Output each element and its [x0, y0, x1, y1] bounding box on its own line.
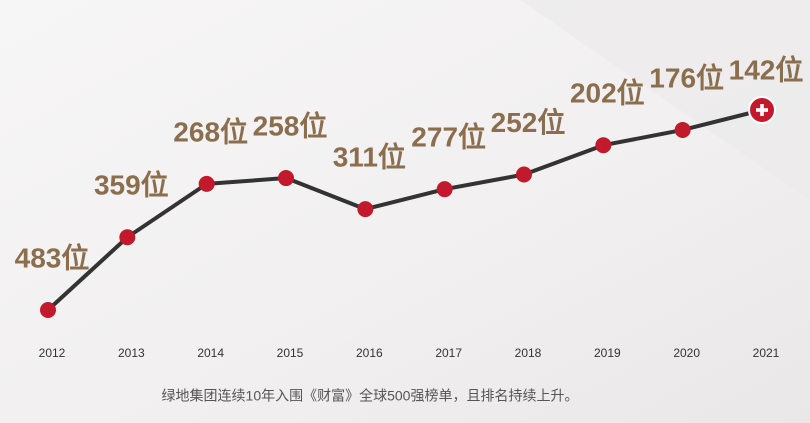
value-label: 142位 [729, 53, 804, 85]
x-tick-label: 2020 [673, 346, 700, 360]
value-label: 277位 [411, 121, 486, 153]
point [278, 170, 294, 187]
point [357, 201, 374, 218]
x-tick-label: 2014 [197, 346, 224, 360]
x-tick-label: 2021 [753, 346, 780, 360]
x-tick-label: 2018 [515, 346, 542, 360]
value-label: 202位 [570, 77, 645, 109]
value-label: 252位 [491, 106, 566, 138]
x-tick-label: 2013 [118, 346, 145, 360]
x-tick-label: 2016 [356, 346, 383, 360]
value-label: 359位 [94, 169, 169, 201]
value-label: 311位 [333, 141, 406, 173]
x-tick-label: 2019 [594, 346, 621, 360]
x-tick-label: 2012 [39, 346, 66, 360]
x-tick-label: 2015 [277, 346, 304, 360]
point [119, 229, 136, 246]
value-label: 176位 [649, 61, 724, 93]
point [595, 137, 612, 154]
background-shape [520, 0, 810, 200]
point-icon [760, 104, 764, 116]
point [674, 121, 691, 138]
value-label: 483位 [15, 241, 90, 273]
value-label: 268位 [173, 115, 248, 147]
point [436, 181, 453, 198]
point [40, 302, 56, 318]
caption: 绿地集团连续10年入围《财富》全球500强榜单，且排名持续上升。 [162, 388, 579, 404]
line [46, 108, 763, 312]
point [198, 175, 215, 192]
x-tick-label: 2017 [435, 346, 462, 360]
point [516, 166, 532, 183]
value-label: 258位 [253, 109, 328, 141]
